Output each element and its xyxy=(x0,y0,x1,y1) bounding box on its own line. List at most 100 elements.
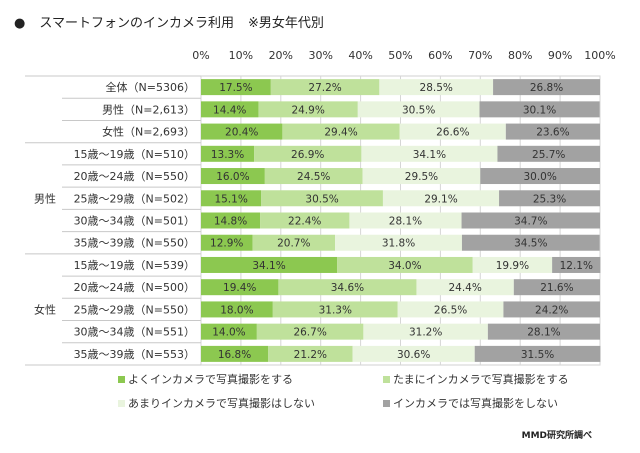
bar-segment xyxy=(201,145,255,162)
x-tick-label: 60% xyxy=(428,49,452,62)
data-label: 24.2% xyxy=(535,304,568,316)
bar-segment xyxy=(503,301,600,318)
data-label: 31.2% xyxy=(409,327,442,339)
data-label: 13.3% xyxy=(211,149,244,161)
bar-segment xyxy=(201,323,257,340)
data-label: 34.6% xyxy=(331,282,364,294)
bar-segment xyxy=(349,212,462,229)
legend-label: たまにインカメラで写真撮影をする xyxy=(393,372,569,386)
bar-segment xyxy=(201,168,265,185)
legend-swatch xyxy=(383,400,390,407)
data-label: 26.7% xyxy=(293,327,326,339)
data-label: 18.0% xyxy=(220,304,253,316)
x-tick-label: 90% xyxy=(548,49,572,62)
x-tick-label: 70% xyxy=(468,49,492,62)
data-label: 15.1% xyxy=(214,193,247,205)
data-label: 31.5% xyxy=(521,349,554,361)
bar-segment xyxy=(270,79,380,96)
data-label: 20.4% xyxy=(225,127,258,139)
data-label: 24.4% xyxy=(448,282,481,294)
data-label: 24.9% xyxy=(291,104,324,116)
data-label: 16.8% xyxy=(218,349,251,361)
bar-segment xyxy=(201,234,253,251)
bar-segment xyxy=(264,168,363,185)
data-label: 24.5% xyxy=(297,171,330,183)
bar-segment xyxy=(379,79,494,96)
x-tick-label: 80% xyxy=(508,49,532,62)
category-label: 30歳～34歳（N=551） xyxy=(74,326,195,339)
bar-segment xyxy=(201,101,259,118)
bar-segment xyxy=(278,279,417,296)
bar-segment xyxy=(261,190,383,207)
bar-segment xyxy=(272,301,398,318)
x-tick-label: 30% xyxy=(308,49,332,62)
data-label: 30.1% xyxy=(523,104,556,116)
data-label: 21.6% xyxy=(540,282,573,294)
bar-segment xyxy=(352,345,475,362)
bar-segment xyxy=(252,234,336,251)
data-label: 25.7% xyxy=(532,149,565,161)
category-label: 全体（N=5306） xyxy=(106,80,195,94)
data-label: 28.5% xyxy=(420,82,453,94)
category-label: 30歳～34歳（N=501） xyxy=(74,215,195,228)
data-label: 30.5% xyxy=(305,193,338,205)
category-label: 35歳～39歳（N=550） xyxy=(74,237,195,250)
category-label: 20歳～24歳（N=500） xyxy=(74,281,195,294)
data-label: 29.4% xyxy=(324,127,357,139)
data-label: 25.3% xyxy=(533,193,566,205)
bar-segment xyxy=(201,190,262,207)
bar-segment xyxy=(416,279,514,296)
data-label: 31.8% xyxy=(382,238,415,250)
data-label: 29.5% xyxy=(405,171,438,183)
bar-segment xyxy=(487,323,600,340)
category-label: 男性（N=2,613） xyxy=(102,102,195,116)
legend-label: よくインカメラで写真撮影をする xyxy=(128,372,293,386)
x-tick-label: 20% xyxy=(269,49,293,62)
bar-segment xyxy=(399,123,506,140)
bar-segment xyxy=(357,101,480,118)
bar-segment xyxy=(201,256,338,273)
bar-segment xyxy=(505,123,600,140)
bar-segment xyxy=(499,190,600,207)
chart-title: ● スマートフォンのインカメラ利用 ※男女年代別 xyxy=(14,12,324,31)
x-tick-label: 10% xyxy=(229,49,253,62)
data-label: 34.7% xyxy=(514,216,547,228)
legend-swatch xyxy=(118,400,125,407)
group-label: 女性 xyxy=(34,302,56,316)
data-label: 14.0% xyxy=(212,327,245,339)
bar-segment xyxy=(361,145,498,162)
data-label: 12.9% xyxy=(210,238,243,250)
x-tick-label: 40% xyxy=(348,49,372,62)
bar-segment xyxy=(201,301,273,318)
category-label: 女性（N=2,693） xyxy=(102,125,195,139)
bar-segment xyxy=(513,279,600,296)
bar-segment xyxy=(363,323,488,340)
bar-segment xyxy=(282,123,400,140)
bar-segment xyxy=(254,145,362,162)
group-label: 男性 xyxy=(34,191,56,205)
source-note: MMD研究所調べ xyxy=(521,431,592,441)
legend-label: あまりインカメラで写真撮影はしない xyxy=(128,396,315,410)
data-label: 21.2% xyxy=(294,349,327,361)
data-label: 34.0% xyxy=(388,260,421,272)
data-label: 34.5% xyxy=(514,238,547,250)
title-bullet: ● xyxy=(14,16,26,31)
data-label: 26.8% xyxy=(530,82,563,94)
data-label: 30.5% xyxy=(402,104,435,116)
data-label: 22.4% xyxy=(288,216,321,228)
bar-segment xyxy=(201,79,271,96)
category-label: 20歳～24歳（N=550） xyxy=(74,170,195,183)
data-label: 23.6% xyxy=(536,127,569,139)
category-label: 35歳～39歳（N=553） xyxy=(74,348,195,361)
data-label: 16.0% xyxy=(216,171,249,183)
legend-swatch xyxy=(118,376,125,383)
bar-segment xyxy=(268,345,353,362)
data-label: 34.1% xyxy=(252,260,285,272)
bar-segment xyxy=(337,256,473,273)
category-label: 15歳～19歳（N=539） xyxy=(74,259,195,272)
subtitle: ※男女年代別 xyxy=(247,16,324,31)
data-label: 26.9% xyxy=(291,149,324,161)
bar-segment xyxy=(552,256,601,273)
data-label: 31.3% xyxy=(319,304,352,316)
